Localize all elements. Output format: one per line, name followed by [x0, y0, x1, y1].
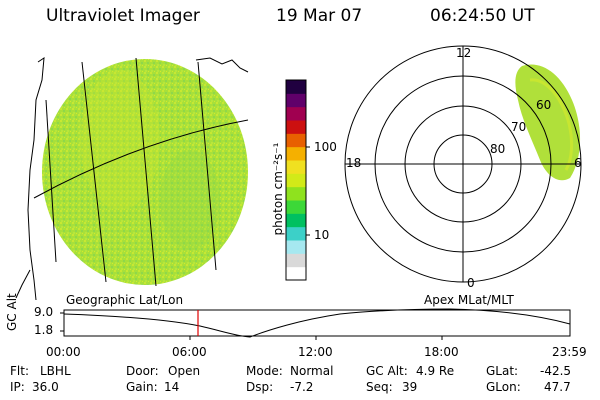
mlt-label-18: 18 [346, 156, 362, 170]
info-flt-value: LBHL [40, 364, 71, 378]
altitude-curve [63, 308, 571, 338]
timeline-frame [63, 309, 571, 337]
info-mode-value: Normal [290, 364, 334, 378]
info-glon-value: 47.7 [544, 380, 571, 394]
info-dsp-value: -7.2 [290, 380, 314, 394]
colorbar-band [286, 266, 306, 281]
polar-plot [344, 45, 582, 283]
colorbar-band [286, 93, 306, 108]
colorbar-band [286, 133, 306, 148]
geographic-label: Geographic Lat/Lon [66, 293, 184, 307]
coastline-left [27, 57, 45, 301]
info-glat-label: GLat: [486, 364, 519, 378]
info-ip-label: IP: [10, 380, 25, 394]
info-gain-value: 14 [164, 380, 180, 394]
timeline-y-tick-1-8: 1.8 [34, 323, 54, 337]
coastline-top [195, 57, 249, 73]
mlt-label-6: 6 [574, 156, 582, 170]
timeline-x-tick-1800: 18:00 [424, 345, 459, 359]
info-gcalt-value: 4.9 Re [416, 364, 455, 378]
info-mode-label: Mode: [246, 364, 283, 378]
earth-disk [42, 59, 248, 285]
lat-lon-grid [33, 57, 249, 287]
info-seq-value: 39 [402, 380, 418, 394]
mlat-label-60: 60 [536, 98, 552, 112]
info-dsp-label: Dsp: [246, 380, 274, 394]
apex-label: Apex MLat/MLT [424, 293, 514, 307]
colorbar-band [286, 253, 306, 268]
colorbar-band [286, 173, 306, 188]
colorbar-frame [285, 79, 307, 281]
mlat-label-70: 70 [511, 120, 527, 134]
colorbar-band [286, 80, 306, 94]
timeline-x-tick-0000: 00:00 [46, 345, 81, 359]
info-gcalt-label: GC Alt: [366, 364, 408, 378]
colorbar-unit-label: photon cm⁻²s⁻¹ [271, 142, 285, 236]
timeline-y-axis-label: GC Alt [5, 293, 19, 331]
timeline-x-tick-2359: 23:59 [552, 345, 587, 359]
colorbar-band [286, 146, 306, 161]
timeline-plot [60, 308, 571, 340]
colorbar-band [286, 120, 306, 134]
geographic-image [15, 57, 249, 301]
colorbar-band [286, 106, 306, 121]
mlt-label-12: 12 [456, 46, 472, 60]
colorbar-label-100: 100 [314, 140, 337, 154]
timeline-x-tick-0600: 06:00 [172, 345, 207, 359]
info-seq-label: Seq: [366, 380, 393, 394]
colorbar-band [286, 160, 306, 174]
colorbar-label-10: 10 [314, 228, 330, 242]
info-glat-value: -42.5 [540, 364, 572, 378]
info-door-label: Door: [126, 364, 159, 378]
info-door-value: Open [168, 364, 201, 378]
colorbar-band [286, 240, 306, 254]
app-title: Ultraviolet Imager [46, 6, 200, 26]
info-gain-label: Gain: [126, 380, 158, 394]
mlt-label-0: 0 [467, 276, 475, 290]
colorbar [286, 80, 306, 281]
auroral-oval [515, 64, 581, 181]
coastline-bottom [15, 269, 31, 299]
info-flt-label: Flt: [10, 364, 29, 378]
colorbar-band [286, 186, 306, 201]
colorbar-band [286, 213, 306, 228]
info-ip-value: 36.0 [32, 380, 59, 394]
timeline-x-tick-1200: 12:00 [298, 345, 333, 359]
colorbar-band [286, 200, 306, 214]
timeline-y-tick-9: 9.0 [34, 305, 54, 319]
mlat-label-80: 80 [490, 142, 506, 156]
info-glon-label: GLon: [486, 380, 521, 394]
time-label: 06:24:50 UT [430, 6, 535, 26]
date-label: 19 Mar 07 [276, 6, 363, 26]
colorbar-band [286, 226, 306, 241]
